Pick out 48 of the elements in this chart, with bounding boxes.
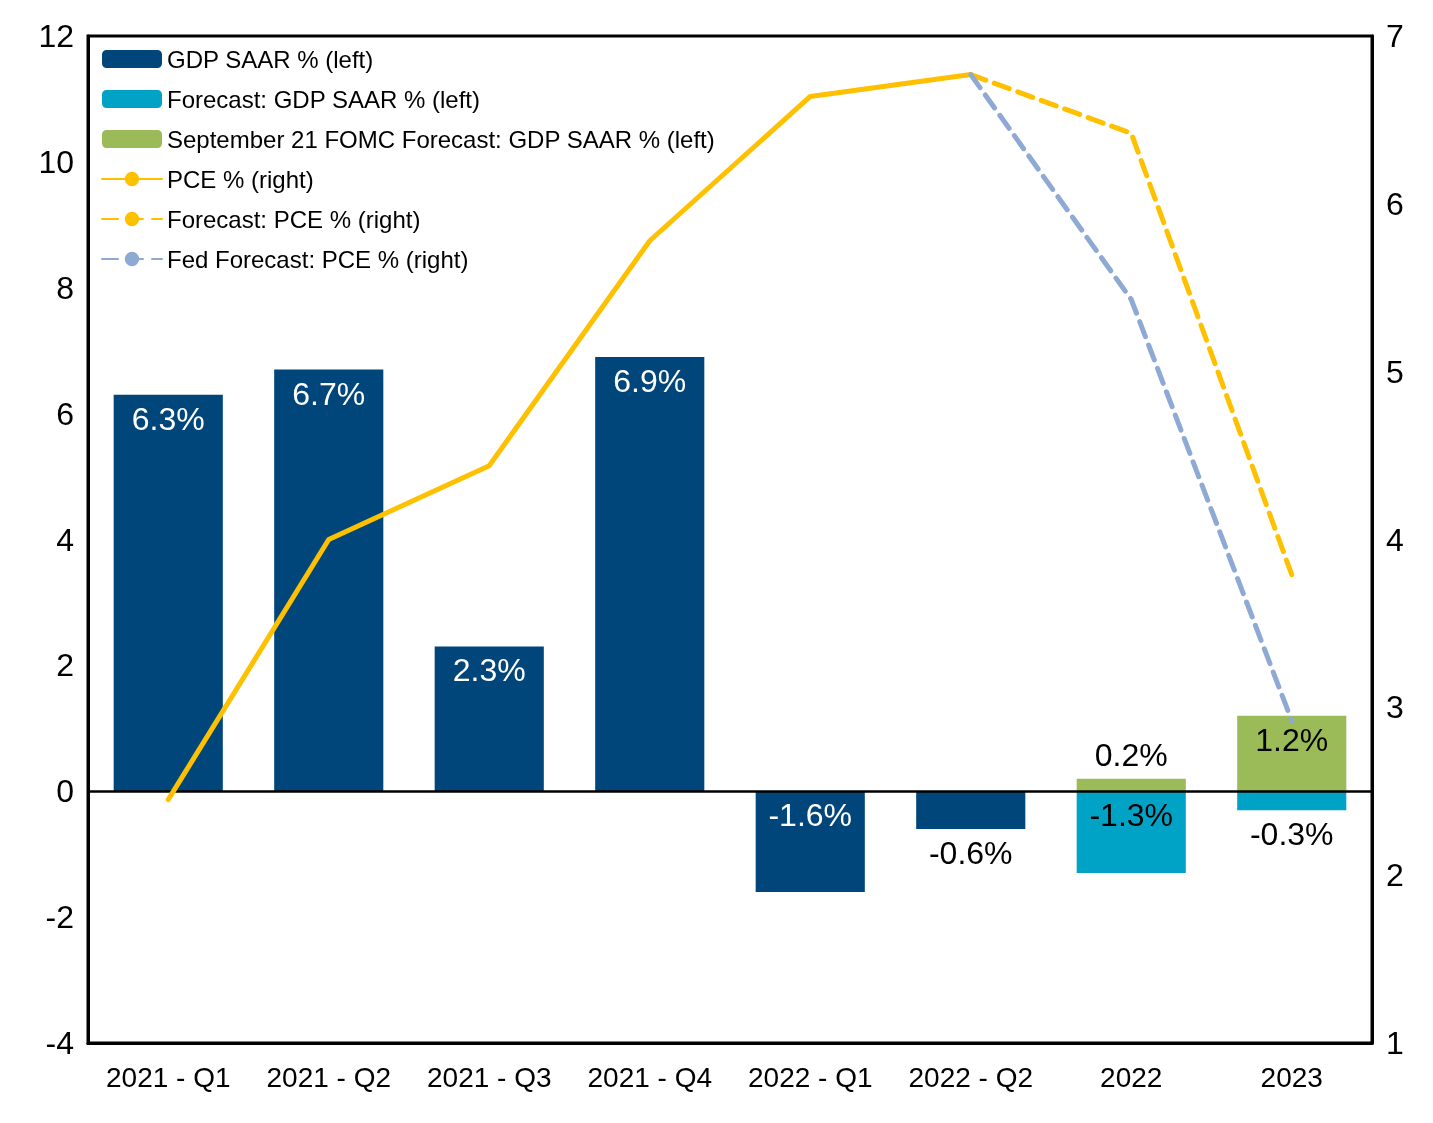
- x-tick-label: 2022 - Q1: [747, 1061, 873, 1093]
- data-label: -0.3%: [1249, 816, 1334, 853]
- bar: [755, 791, 865, 892]
- data-label: 0.2%: [1094, 736, 1168, 773]
- x-tick-label: 2022: [1100, 1061, 1163, 1093]
- y-tick-label: 6: [56, 395, 74, 432]
- x-tick-label: 2022 - Q2: [908, 1061, 1034, 1093]
- legend-label: Forecast: GDP SAAR % (left): [167, 85, 480, 113]
- legend-label: Fed Forecast: PCE % (right): [167, 245, 469, 273]
- y-tick-label: 8: [56, 269, 74, 306]
- x-tick-label: 2021 - Q4: [587, 1061, 713, 1093]
- y-tick-label: -2: [45, 899, 74, 936]
- data-label: 1.2%: [1255, 721, 1329, 758]
- y-tick-label: 0: [56, 773, 74, 810]
- y2-tick-label: 1: [1386, 1025, 1404, 1061]
- y-tick-label: 4: [56, 521, 74, 558]
- bar: [595, 356, 705, 792]
- bar: [916, 791, 1026, 830]
- x-tick-label: 2021 - Q3: [426, 1061, 552, 1093]
- bar: [113, 394, 223, 792]
- data-label: -0.6%: [928, 835, 1013, 872]
- data-label: 6.9%: [613, 362, 687, 399]
- y2-tick-label: 5: [1386, 353, 1404, 390]
- y-tick-label: 2: [56, 647, 74, 684]
- legend-label: Forecast: PCE % (right): [167, 205, 421, 233]
- y-tick-label: 12: [38, 18, 74, 54]
- bar: [1237, 715, 1347, 792]
- y2-tick-label: 6: [1386, 185, 1404, 222]
- bar: [1076, 791, 1186, 874]
- x-tick-label: 2021 - Q2: [266, 1061, 392, 1093]
- y-tick-label: -4: [45, 1025, 74, 1061]
- data-label: 2.3%: [452, 652, 526, 689]
- data-label: -1.3%: [1089, 797, 1174, 834]
- y2-tick-label: 4: [1386, 521, 1404, 558]
- data-label: 6.3%: [131, 400, 205, 437]
- x-tick-label: 2021 - Q1: [105, 1061, 231, 1093]
- y2-tick-label: 3: [1386, 689, 1404, 726]
- x-tick-label: 2023: [1260, 1061, 1323, 1093]
- y2-tick-label: 7: [1386, 18, 1404, 54]
- legend-label: September 21 FOMC Forecast: GDP SAAR % (left): [167, 125, 715, 153]
- bar: [274, 369, 384, 792]
- data-label: -1.6%: [768, 797, 853, 834]
- bar: [434, 646, 544, 792]
- data-label: 6.7%: [292, 375, 366, 412]
- y2-tick-label: 2: [1386, 857, 1404, 894]
- legend-label: PCE % (right): [167, 165, 314, 193]
- y-tick-label: 10: [38, 143, 74, 180]
- legend-label: GDP SAAR % (left): [167, 45, 374, 73]
